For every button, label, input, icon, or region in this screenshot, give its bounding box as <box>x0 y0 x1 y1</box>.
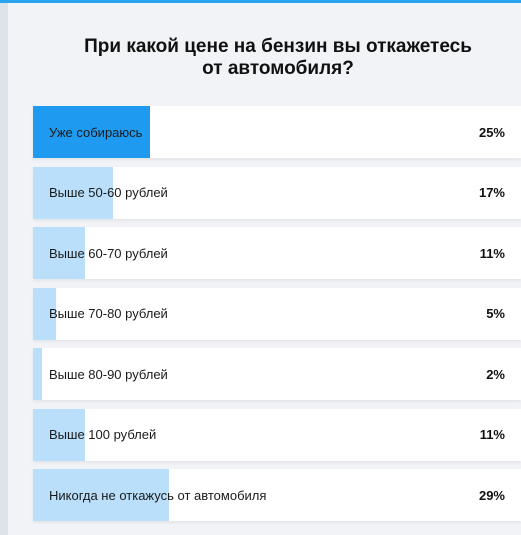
poll-option-bar <box>33 227 85 279</box>
poll-option-percent: 25% <box>478 124 505 140</box>
poll-option-label: Уже собираюсь <box>49 124 143 140</box>
poll-option-percent: 2% <box>486 366 505 382</box>
poll-option-percent: 11% <box>479 245 505 261</box>
top-accent-line <box>0 0 521 3</box>
poll-option-percent: 17% <box>478 185 505 200</box>
poll-option-bar <box>33 469 169 521</box>
poll-option-0[interactable]: Уже собираюсь 25% <box>33 106 521 158</box>
poll-option-bar <box>33 348 43 400</box>
poll-option-bar <box>33 106 151 158</box>
poll-option-1[interactable]: Выше 50-60 рублей 17% <box>33 166 521 219</box>
poll-option-percent: 29% <box>478 487 505 503</box>
poll-card: При какой цене на бензин вы откажетесь о… <box>8 3 521 535</box>
poll-title-line-2: от автомобиля? <box>202 58 354 79</box>
poll-title-line-1: При какой цене на бензин вы откажетесь <box>84 36 472 57</box>
poll-option-label: Выше 80-90 рублей <box>49 366 168 382</box>
poll-option-percent: 5% <box>486 306 505 321</box>
left-edge <box>0 3 8 535</box>
poll-option-3[interactable]: Выше 70-80 рублей 5% <box>33 287 521 340</box>
poll-option-bar <box>33 287 57 340</box>
poll-option-bar <box>33 408 85 461</box>
poll-option-2[interactable]: Выше 60-70 рублей 11% <box>33 227 521 279</box>
poll-option-label: Выше 60-70 рублей <box>49 245 168 261</box>
poll-option-label: Никогда не откажусь от автомобиля <box>49 487 267 503</box>
poll-option-percent: 11% <box>479 427 505 442</box>
poll-title: При какой цене на бензин вы откажетесь о… <box>8 36 521 80</box>
poll-option-label: Выше 70-80 рублей <box>49 306 168 321</box>
poll-option-label: Выше 50-60 рублей <box>49 185 168 200</box>
poll-option-5[interactable]: Выше 100 рублей 11% <box>33 408 521 461</box>
poll-option-label: Выше 100 рублей <box>49 427 157 442</box>
poll-option-bar <box>33 166 113 219</box>
poll-option-6[interactable]: Никогда не откажусь от автомобиля 29% <box>33 469 521 521</box>
poll-option-4[interactable]: Выше 80-90 рублей 2% <box>33 348 521 400</box>
poll-options: Уже собираюсь 25% Выше 50-60 рублей 17% … <box>33 106 521 530</box>
